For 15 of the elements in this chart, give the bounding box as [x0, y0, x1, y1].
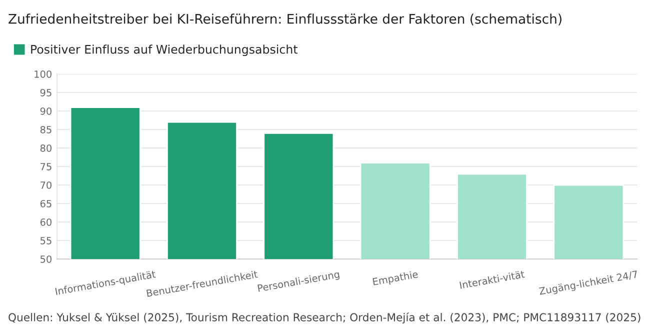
y-tick-label: 90	[40, 107, 52, 115]
y-tick-label: 65	[40, 200, 52, 208]
y-tick-label: 100	[34, 70, 52, 78]
source-note: Quellen: Yuksel & Yüksel (2025), Tourism Recreation Research; Orden-Mejía et al. (2023), PMC; PMC11893117 (2025)	[8, 312, 640, 324]
y-tick-label: 75	[40, 163, 52, 170]
y-tick-label: 95	[40, 88, 52, 96]
y-tick-label: 60	[40, 218, 52, 226]
chart-title: Zufriedenheitstreiber bei KI-Reiseführern: Einflussstärke der Faktoren (schematisch)	[8, 14, 562, 26]
y-tick-label: 85	[40, 126, 52, 134]
y-tick-label: 55	[40, 237, 52, 244]
legend-label: Positiver Einfluss auf Wiederbuchungsabsicht	[31, 44, 298, 56]
y-tick-label: 80	[40, 144, 52, 152]
x-tick-label: Empathie	[372, 270, 418, 288]
y-tick-label: 50	[40, 255, 52, 263]
y-tick-label: 70	[40, 181, 52, 189]
